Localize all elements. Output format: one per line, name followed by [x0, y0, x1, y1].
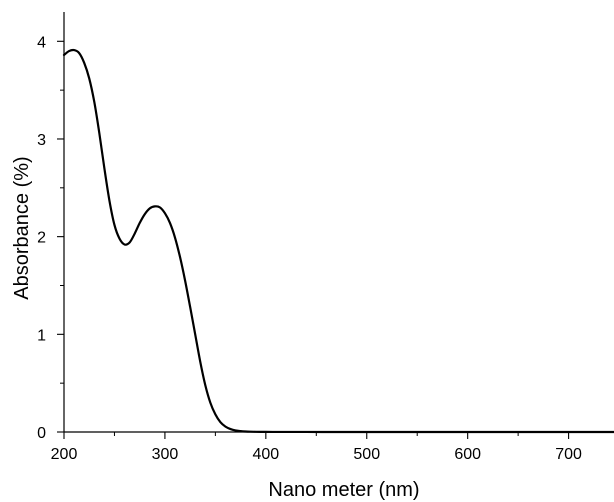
- tick-marks: [57, 40, 570, 439]
- x-tick-label: 400: [252, 446, 279, 463]
- tick-labels: 200 300 400 500 600 700 0 1 2 3 4: [37, 34, 582, 463]
- y-tick-label: 1: [37, 327, 46, 344]
- y-axis-title: Absorbance (%): [11, 156, 33, 299]
- x-tick-label: 700: [555, 446, 582, 463]
- absorbance-series-line: [62, 48, 614, 434]
- x-tick-label: 500: [353, 446, 380, 463]
- x-axis-title: Nano meter (nm): [268, 479, 419, 501]
- x-tick-label: 600: [454, 446, 481, 463]
- x-tick-label: 200: [51, 446, 78, 463]
- axes: [63, 12, 614, 433]
- y-tick-label: 0: [37, 425, 46, 442]
- x-tick-label: 300: [152, 446, 179, 463]
- y-tick-label: 4: [37, 34, 46, 51]
- y-tick-label: 2: [37, 230, 46, 247]
- y-tick-label: 3: [37, 132, 46, 149]
- series-layer: [62, 48, 614, 434]
